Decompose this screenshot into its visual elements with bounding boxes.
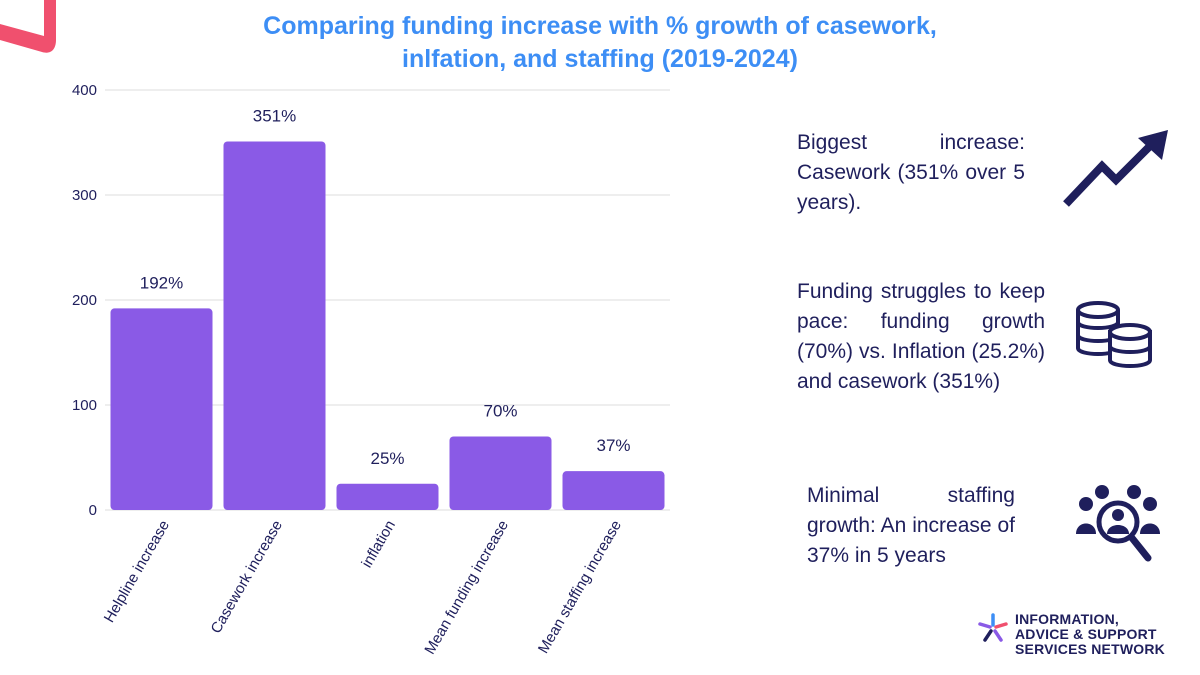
x-tick-label: Mean staffing increase bbox=[535, 518, 625, 657]
bar-mean-funding-increase bbox=[449, 436, 552, 510]
x-tick-label: Mean funding increase bbox=[421, 518, 512, 658]
coins-icon bbox=[1076, 301, 1152, 368]
organisation-logo: INFORMATION, ADVICE & SUPPORT SERVICES N… bbox=[977, 610, 1187, 660]
y-tick-label: 200 bbox=[72, 292, 97, 309]
chart-title-line-1: Comparing funding increase with % growth… bbox=[263, 12, 937, 40]
network-star-icon bbox=[978, 613, 1008, 642]
chart-title: Comparing funding increase with % growth… bbox=[200, 10, 1000, 76]
bar-inflation bbox=[336, 483, 439, 510]
data-label: 25% bbox=[370, 449, 404, 468]
data-label: 351% bbox=[253, 106, 296, 125]
y-tick-label: 0 bbox=[89, 502, 97, 519]
y-tick-label: 100 bbox=[72, 397, 97, 414]
x-tick-label: Helpline increase bbox=[101, 518, 173, 626]
data-label: 37% bbox=[596, 436, 630, 455]
trend-arrow-icon bbox=[1063, 130, 1168, 207]
chart-title-line-2: inlfation, and staffing (2019-2024) bbox=[402, 45, 798, 73]
y-tick-label: 300 bbox=[72, 187, 97, 204]
logo-line-1: INFORMATION, bbox=[1015, 611, 1120, 627]
bar-chart: 0 100 200 300 400 192% Helpline increase 351% Ca… bbox=[72, 82, 670, 658]
corner-accent-icon bbox=[0, 0, 56, 53]
x-tick-label: inflation bbox=[358, 518, 399, 571]
bar-mean-staffing-increase bbox=[562, 471, 665, 510]
logo-line-2: ADVICE & SUPPORT bbox=[1015, 626, 1157, 642]
logo-line-3: SERVICES NETWORK bbox=[1015, 641, 1165, 657]
bar-casework-increase bbox=[223, 141, 326, 510]
insight-biggest-increase: Biggest increase: Casework (351% over 5 … bbox=[797, 131, 1025, 214]
insight-funding-struggles: Funding struggles to keep pace: funding … bbox=[797, 280, 1045, 393]
data-label: 192% bbox=[140, 273, 183, 292]
x-tick-label: Casework increase bbox=[207, 518, 286, 637]
y-tick-label: 400 bbox=[72, 82, 97, 99]
bar-helpline-increase bbox=[110, 308, 213, 510]
team-search-icon bbox=[1076, 485, 1160, 562]
insight-staffing-growth: Minimal staffing growth: An increase of … bbox=[807, 484, 1015, 567]
data-label: 70% bbox=[483, 402, 517, 421]
